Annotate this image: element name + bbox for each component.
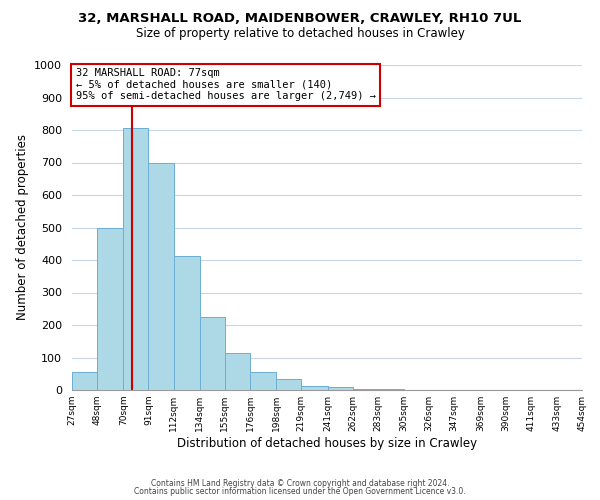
Bar bbox=[97, 228, 124, 390]
Text: Size of property relative to detached houses in Crawley: Size of property relative to detached ho… bbox=[136, 28, 464, 40]
Bar bbox=[328, 388, 353, 390]
Text: Contains HM Land Registry data © Crown copyright and database right 2024.: Contains HM Land Registry data © Crown c… bbox=[151, 478, 449, 488]
X-axis label: Distribution of detached houses by size in Crawley: Distribution of detached houses by size … bbox=[177, 437, 477, 450]
Y-axis label: Number of detached properties: Number of detached properties bbox=[16, 134, 29, 320]
Bar bbox=[124, 128, 148, 390]
Bar bbox=[148, 164, 173, 390]
Bar bbox=[301, 386, 328, 390]
Bar bbox=[173, 256, 200, 390]
Bar bbox=[200, 317, 225, 390]
Bar bbox=[250, 372, 276, 390]
Text: 32, MARSHALL ROAD, MAIDENBOWER, CRAWLEY, RH10 7UL: 32, MARSHALL ROAD, MAIDENBOWER, CRAWLEY,… bbox=[79, 12, 521, 26]
Bar bbox=[225, 352, 250, 390]
Text: 32 MARSHALL ROAD: 77sqm
← 5% of detached houses are smaller (140)
95% of semi-de: 32 MARSHALL ROAD: 77sqm ← 5% of detached… bbox=[76, 68, 376, 102]
Text: Contains public sector information licensed under the Open Government Licence v3: Contains public sector information licen… bbox=[134, 487, 466, 496]
Bar bbox=[276, 378, 301, 390]
Bar bbox=[72, 372, 97, 390]
